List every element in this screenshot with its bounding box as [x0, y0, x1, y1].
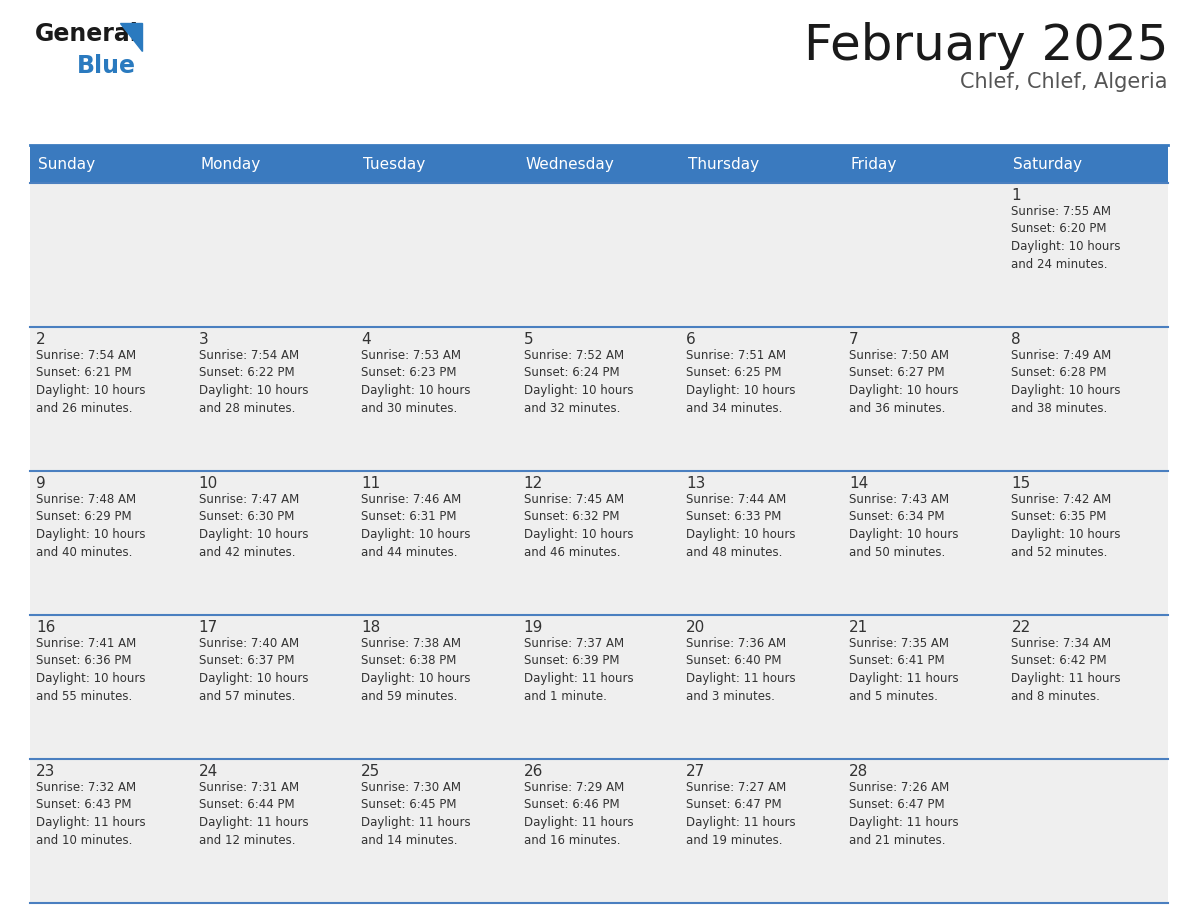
Text: Sunrise: 7:27 AM
Sunset: 6:47 PM
Daylight: 11 hours
and 19 minutes.: Sunrise: 7:27 AM Sunset: 6:47 PM Dayligh…: [687, 781, 796, 846]
Text: 10: 10: [198, 476, 217, 491]
Text: 1: 1: [1011, 188, 1020, 203]
Text: 4: 4: [361, 332, 371, 347]
Text: Sunrise: 7:43 AM
Sunset: 6:34 PM
Daylight: 10 hours
and 50 minutes.: Sunrise: 7:43 AM Sunset: 6:34 PM Dayligh…: [849, 493, 959, 558]
Text: 22: 22: [1011, 620, 1031, 635]
Bar: [30, 145, 192, 183]
Text: Sunrise: 7:30 AM
Sunset: 6:45 PM
Daylight: 11 hours
and 14 minutes.: Sunrise: 7:30 AM Sunset: 6:45 PM Dayligh…: [361, 781, 470, 846]
Text: 6: 6: [687, 332, 696, 347]
Text: 20: 20: [687, 620, 706, 635]
Text: Sunrise: 7:51 AM
Sunset: 6:25 PM
Daylight: 10 hours
and 34 minutes.: Sunrise: 7:51 AM Sunset: 6:25 PM Dayligh…: [687, 349, 796, 415]
Text: Sunrise: 7:29 AM
Sunset: 6:46 PM
Daylight: 11 hours
and 16 minutes.: Sunrise: 7:29 AM Sunset: 6:46 PM Dayligh…: [524, 781, 633, 846]
Text: Sunrise: 7:37 AM
Sunset: 6:39 PM
Daylight: 11 hours
and 1 minute.: Sunrise: 7:37 AM Sunset: 6:39 PM Dayligh…: [524, 637, 633, 702]
Text: Sunrise: 7:44 AM
Sunset: 6:33 PM
Daylight: 10 hours
and 48 minutes.: Sunrise: 7:44 AM Sunset: 6:33 PM Dayligh…: [687, 493, 796, 558]
Text: Sunrise: 7:47 AM
Sunset: 6:30 PM
Daylight: 10 hours
and 42 minutes.: Sunrise: 7:47 AM Sunset: 6:30 PM Dayligh…: [198, 493, 308, 558]
Text: Sunrise: 7:31 AM
Sunset: 6:44 PM
Daylight: 11 hours
and 12 minutes.: Sunrise: 7:31 AM Sunset: 6:44 PM Dayligh…: [198, 781, 308, 846]
Text: Sunrise: 7:48 AM
Sunset: 6:29 PM
Daylight: 10 hours
and 40 minutes.: Sunrise: 7:48 AM Sunset: 6:29 PM Dayligh…: [36, 493, 145, 558]
Text: Sunrise: 7:52 AM
Sunset: 6:24 PM
Daylight: 10 hours
and 32 minutes.: Sunrise: 7:52 AM Sunset: 6:24 PM Dayligh…: [524, 349, 633, 415]
Text: 13: 13: [687, 476, 706, 491]
Text: 2: 2: [36, 332, 45, 347]
Bar: [1005, 145, 1168, 183]
Text: 12: 12: [524, 476, 543, 491]
Text: Sunrise: 7:38 AM
Sunset: 6:38 PM
Daylight: 10 hours
and 59 minutes.: Sunrise: 7:38 AM Sunset: 6:38 PM Dayligh…: [361, 637, 470, 702]
Text: Saturday: Saturday: [1013, 156, 1082, 172]
Text: Sunrise: 7:54 AM
Sunset: 6:21 PM
Daylight: 10 hours
and 26 minutes.: Sunrise: 7:54 AM Sunset: 6:21 PM Dayligh…: [36, 349, 145, 415]
Text: Sunrise: 7:50 AM
Sunset: 6:27 PM
Daylight: 10 hours
and 36 minutes.: Sunrise: 7:50 AM Sunset: 6:27 PM Dayligh…: [849, 349, 959, 415]
Text: Sunrise: 7:55 AM
Sunset: 6:20 PM
Daylight: 10 hours
and 24 minutes.: Sunrise: 7:55 AM Sunset: 6:20 PM Dayligh…: [1011, 205, 1121, 271]
Text: 15: 15: [1011, 476, 1031, 491]
Text: 5: 5: [524, 332, 533, 347]
Text: Chlef, Chlef, Algeria: Chlef, Chlef, Algeria: [961, 72, 1168, 92]
Text: Sunrise: 7:40 AM
Sunset: 6:37 PM
Daylight: 10 hours
and 57 minutes.: Sunrise: 7:40 AM Sunset: 6:37 PM Dayligh…: [198, 637, 308, 702]
Text: Sunrise: 7:49 AM
Sunset: 6:28 PM
Daylight: 10 hours
and 38 minutes.: Sunrise: 7:49 AM Sunset: 6:28 PM Dayligh…: [1011, 349, 1121, 415]
Text: 14: 14: [849, 476, 868, 491]
Text: 25: 25: [361, 764, 380, 779]
Text: General: General: [34, 22, 139, 46]
Text: 18: 18: [361, 620, 380, 635]
Text: Sunrise: 7:35 AM
Sunset: 6:41 PM
Daylight: 11 hours
and 5 minutes.: Sunrise: 7:35 AM Sunset: 6:41 PM Dayligh…: [849, 637, 959, 702]
Bar: [30, 759, 1168, 903]
Text: 26: 26: [524, 764, 543, 779]
Text: 27: 27: [687, 764, 706, 779]
Text: 9: 9: [36, 476, 46, 491]
Text: Sunday: Sunday: [38, 156, 95, 172]
Text: Monday: Monday: [201, 156, 261, 172]
Bar: [30, 471, 1168, 615]
Bar: [30, 615, 1168, 759]
Text: Sunrise: 7:42 AM
Sunset: 6:35 PM
Daylight: 10 hours
and 52 minutes.: Sunrise: 7:42 AM Sunset: 6:35 PM Dayligh…: [1011, 493, 1121, 558]
Text: 8: 8: [1011, 332, 1020, 347]
Text: Friday: Friday: [851, 156, 897, 172]
Text: Tuesday: Tuesday: [364, 156, 425, 172]
Text: 19: 19: [524, 620, 543, 635]
Bar: [30, 183, 1168, 327]
Text: Wednesday: Wednesday: [526, 156, 614, 172]
Text: 21: 21: [849, 620, 868, 635]
Text: Sunrise: 7:54 AM
Sunset: 6:22 PM
Daylight: 10 hours
and 28 minutes.: Sunrise: 7:54 AM Sunset: 6:22 PM Dayligh…: [198, 349, 308, 415]
Bar: [192, 145, 355, 183]
Text: Thursday: Thursday: [688, 156, 759, 172]
Text: 23: 23: [36, 764, 56, 779]
Text: Sunrise: 7:32 AM
Sunset: 6:43 PM
Daylight: 11 hours
and 10 minutes.: Sunrise: 7:32 AM Sunset: 6:43 PM Dayligh…: [36, 781, 146, 846]
Text: 24: 24: [198, 764, 217, 779]
Text: Sunrise: 7:53 AM
Sunset: 6:23 PM
Daylight: 10 hours
and 30 minutes.: Sunrise: 7:53 AM Sunset: 6:23 PM Dayligh…: [361, 349, 470, 415]
Text: Sunrise: 7:46 AM
Sunset: 6:31 PM
Daylight: 10 hours
and 44 minutes.: Sunrise: 7:46 AM Sunset: 6:31 PM Dayligh…: [361, 493, 470, 558]
Bar: [842, 145, 1005, 183]
Text: 3: 3: [198, 332, 208, 347]
Text: 17: 17: [198, 620, 217, 635]
Bar: [681, 145, 842, 183]
Bar: [355, 145, 518, 183]
Text: 16: 16: [36, 620, 56, 635]
Text: 28: 28: [849, 764, 868, 779]
Text: 7: 7: [849, 332, 859, 347]
Text: Sunrise: 7:45 AM
Sunset: 6:32 PM
Daylight: 10 hours
and 46 minutes.: Sunrise: 7:45 AM Sunset: 6:32 PM Dayligh…: [524, 493, 633, 558]
Text: February 2025: February 2025: [803, 22, 1168, 70]
Bar: [30, 327, 1168, 471]
Text: Sunrise: 7:36 AM
Sunset: 6:40 PM
Daylight: 11 hours
and 3 minutes.: Sunrise: 7:36 AM Sunset: 6:40 PM Dayligh…: [687, 637, 796, 702]
Polygon shape: [120, 23, 143, 51]
Text: Sunrise: 7:34 AM
Sunset: 6:42 PM
Daylight: 11 hours
and 8 minutes.: Sunrise: 7:34 AM Sunset: 6:42 PM Dayligh…: [1011, 637, 1121, 702]
Bar: [518, 145, 681, 183]
Text: Blue: Blue: [77, 54, 135, 78]
Text: Sunrise: 7:26 AM
Sunset: 6:47 PM
Daylight: 11 hours
and 21 minutes.: Sunrise: 7:26 AM Sunset: 6:47 PM Dayligh…: [849, 781, 959, 846]
Text: Sunrise: 7:41 AM
Sunset: 6:36 PM
Daylight: 10 hours
and 55 minutes.: Sunrise: 7:41 AM Sunset: 6:36 PM Dayligh…: [36, 637, 145, 702]
Text: 11: 11: [361, 476, 380, 491]
